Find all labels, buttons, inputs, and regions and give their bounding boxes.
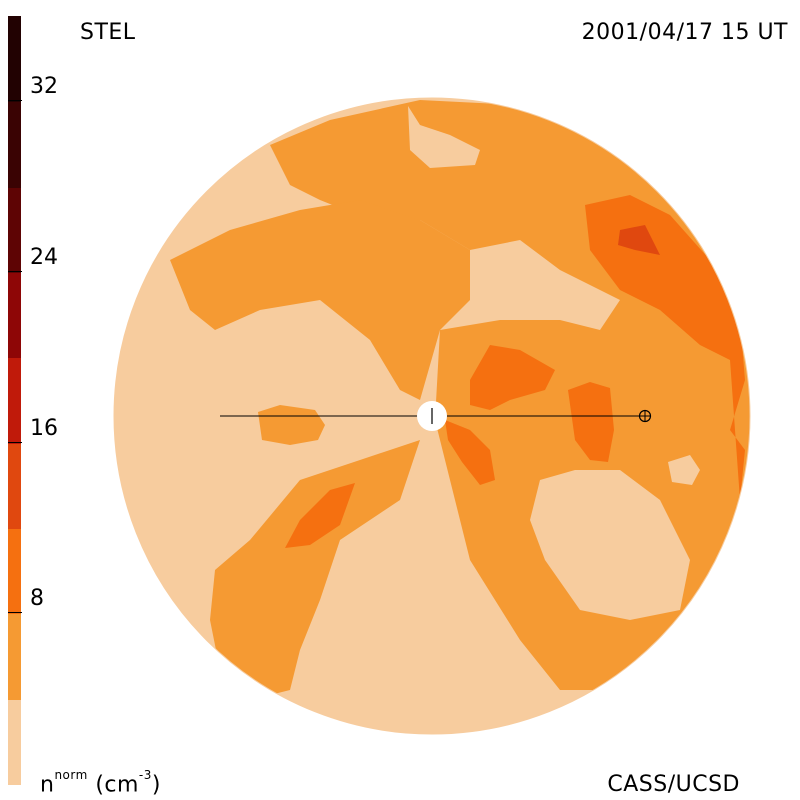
colorbar-tick (8, 271, 22, 272)
colorbar-segment (8, 357, 21, 444)
density-region-peak (618, 225, 660, 255)
colorbar-segment (8, 698, 21, 785)
colorbar-segment (8, 101, 21, 188)
colorbar-tick (8, 100, 22, 102)
colorbar-segment (8, 613, 21, 700)
colorbar (8, 16, 21, 785)
colorbar-segment (8, 442, 21, 529)
density-region-high-upper-right (585, 195, 745, 500)
colorbar-tick-label: 16 (30, 415, 58, 441)
density-region-upper-left (170, 200, 470, 400)
density-region-right-patch (668, 455, 700, 485)
colorbar-tick-label: 8 (30, 586, 44, 612)
colorbar-tick (8, 612, 22, 614)
density-region-lower-right-patch (530, 470, 690, 620)
unit-label: nnorm (cm-3) (40, 768, 161, 798)
timestamp-title: 2001/04/17 15 UT (581, 20, 788, 45)
instrument-title: STEL (80, 20, 136, 45)
density-region-high-center (470, 345, 555, 410)
density-region-high-lower-center (445, 420, 495, 485)
earth-icon (638, 409, 652, 423)
colorbar-segment (8, 272, 21, 359)
colorbar-segment (8, 186, 21, 273)
density-region-top-patch (408, 106, 480, 168)
colorbar-tick-label: 32 (30, 74, 58, 100)
colorbar-tick (8, 441, 22, 443)
credit-label: CASS/UCSD (607, 772, 740, 797)
density-region-high-right (568, 382, 614, 462)
density-region-left-blob (258, 405, 325, 445)
colorbar-segment (8, 528, 21, 615)
colorbar-segment (8, 16, 21, 103)
density-region-high-lower-left (285, 483, 355, 548)
colorbar-tick-label: 24 (30, 245, 58, 270)
density-region-lower-left (210, 440, 420, 700)
